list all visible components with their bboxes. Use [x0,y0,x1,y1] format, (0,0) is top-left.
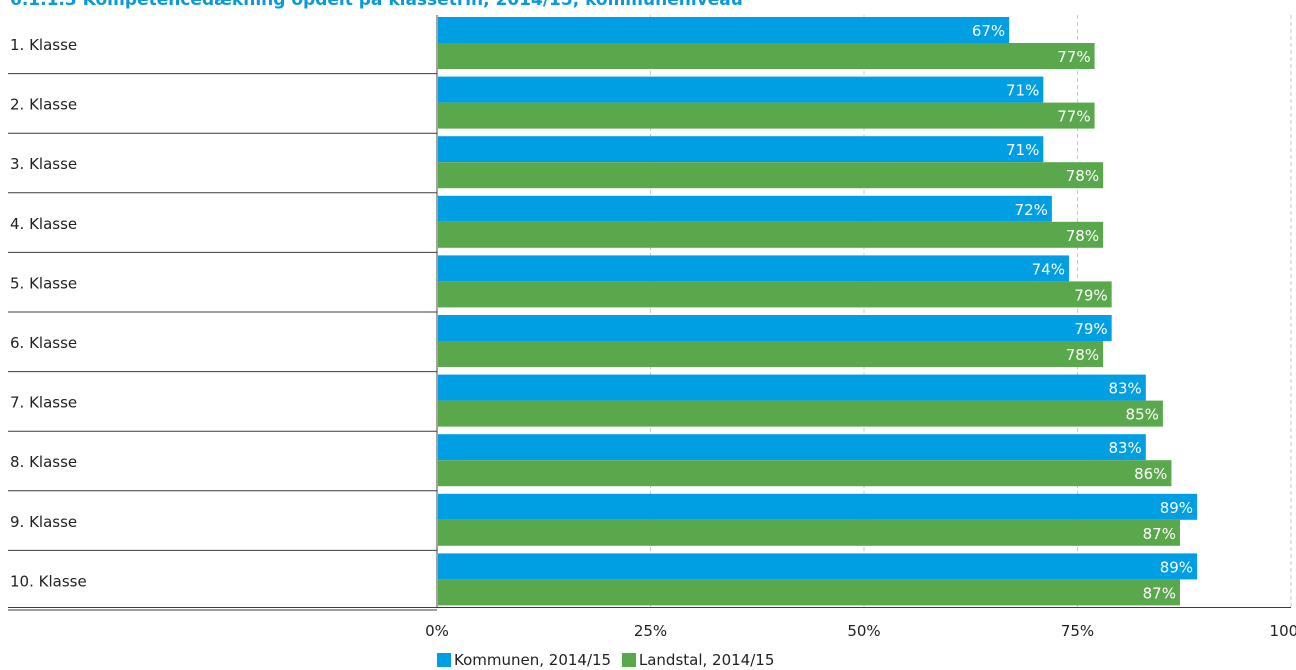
data-label: 78% [1066,346,1099,364]
data-label: 77% [1057,48,1090,66]
x-tick-label: 25% [634,622,667,640]
data-label: 78% [1066,167,1099,185]
bar-kommunen [438,434,1146,461]
bar-kommunen [438,195,1052,222]
category-label: 4. Klasse [10,215,77,233]
data-label: 83% [1108,380,1141,398]
x-axis-ticks: 0% 25% 50% 75% 100% [425,622,1296,640]
bar-chart: 1. Klasse 2. Klasse 3. Klasse 4. Klasse 5. K… [8,15,1296,640]
data-label: 85% [1126,406,1159,424]
data-label: 86% [1134,465,1167,483]
x-tick-label: 0% [425,622,449,640]
x-tick-label: 75% [1061,622,1094,640]
bar-landstal [438,400,1163,427]
data-label: 71% [1006,141,1039,159]
data-label: 78% [1066,227,1099,245]
data-label: 79% [1074,286,1107,304]
data-label: 74% [1032,260,1065,278]
x-tick-label: 50% [847,622,880,640]
data-label: 77% [1057,108,1090,126]
bar-kommunen [438,17,1010,43]
category-label: 3. Klasse [10,155,77,173]
bar-kommunen [438,493,1198,520]
data-label: 71% [1006,82,1039,100]
bar-kommunen [438,76,1044,103]
legend-swatch-kommunen [437,653,451,667]
category-label: 6. Klasse [10,334,77,352]
data-label: 72% [1015,201,1048,219]
category-label: 9. Klasse [10,513,77,531]
bar-landstal [438,102,1095,129]
x-tick-label: 100% [1270,622,1296,640]
category-label: 5. Klasse [10,274,77,292]
data-label: 89% [1160,558,1193,576]
data-label: 79% [1074,320,1107,338]
bar-landstal [438,460,1172,487]
category-label: 2. Klasse [10,96,77,114]
category-label: 8. Klasse [10,453,77,471]
bar-landstal [438,281,1112,308]
legend-item-kommunen: Kommunen, 2014/15 [437,651,611,669]
category-label: 1. Klasse [10,36,77,54]
bars: 67%77%71%77%71%78%72%78%74%79%79%78%83%8… [438,17,1198,606]
bar-landstal [438,162,1104,189]
data-label: 83% [1108,439,1141,457]
legend-item-landstal: Landstal, 2014/15 [621,651,775,669]
data-label: 67% [972,22,1005,40]
bar-kommunen [438,553,1198,580]
bar-landstal [438,341,1104,367]
legend-label-kommunen: Kommunen, 2014/15 [454,651,612,669]
legend: Kommunen, 2014/15 Landstal, 2014/15 [437,651,780,669]
bar-kommunen [438,255,1069,282]
bar-kommunen [438,315,1112,341]
category-label: 7. Klasse [10,394,77,412]
bar-landstal [438,221,1104,248]
bar-kommunen [438,374,1146,401]
data-label: 89% [1160,499,1193,517]
data-label: 87% [1143,525,1176,543]
bar-landstal [438,579,1180,606]
legend-label-landstal: Landstal, 2014/15 [638,651,775,669]
bar-landstal [438,43,1095,69]
bar-kommunen [438,136,1044,163]
bar-landstal [438,519,1180,546]
legend-swatch-landstal [621,653,636,667]
chart-title: 6.1.1.3 Kompetencedækning opdelt på klas… [10,0,743,10]
category-label: 10. Klasse [10,572,87,590]
category-rows: 1. Klasse 2. Klasse 3. Klasse 4. Klasse 5. K… [8,36,1291,611]
data-label: 87% [1143,584,1176,602]
